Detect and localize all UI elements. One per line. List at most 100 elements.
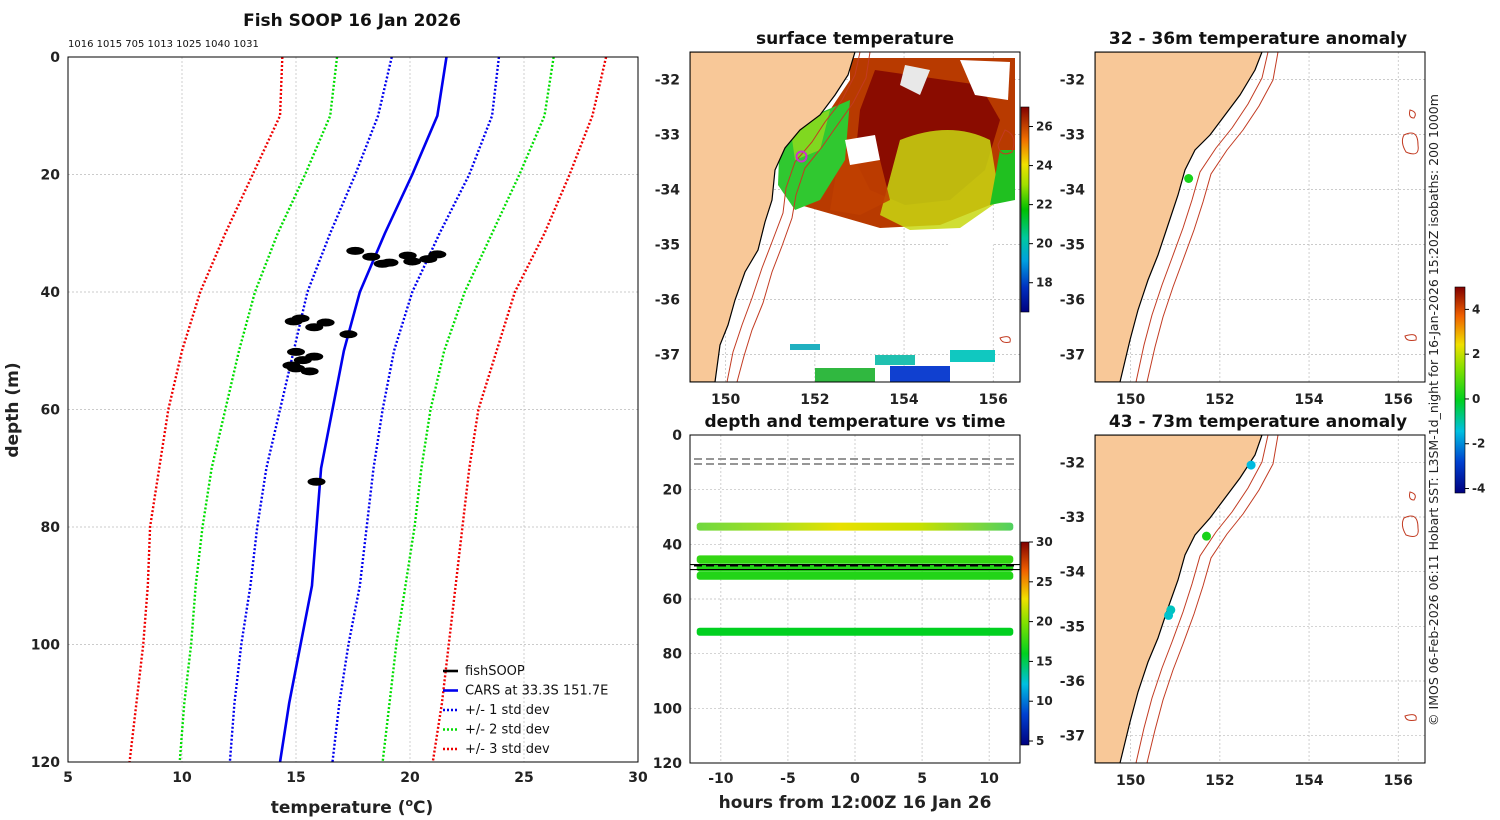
depth-band bbox=[696, 627, 1014, 636]
map-ytick: -36 bbox=[1060, 674, 1085, 690]
time-depth-bands bbox=[690, 458, 1020, 636]
anomaly-colorbar-ticks: -4 -2 0 2 4 bbox=[1465, 302, 1485, 496]
seamount bbox=[1409, 109, 1416, 119]
sst-map-title: surface temperature bbox=[756, 29, 954, 49]
seamount bbox=[1401, 515, 1419, 537]
legend-label: fishSOOP bbox=[465, 664, 525, 679]
colorbar-ticklabel: 20 bbox=[1036, 615, 1053, 629]
profile-xtick: 15 bbox=[286, 770, 305, 786]
sst-south-patch bbox=[950, 350, 995, 362]
profile-ytick: 20 bbox=[41, 168, 61, 184]
profile-xlabel: temperature (oC) bbox=[271, 796, 434, 818]
fishsoop-point bbox=[339, 330, 358, 339]
anomaly-map-lower: 43 - 73m temperature anomaly 150 152 154 15… bbox=[1060, 412, 1426, 789]
anomaly-lower-isobath-200 bbox=[1135, 435, 1269, 763]
sst-patch bbox=[830, 150, 890, 215]
colorbar-ticklabel: 15 bbox=[1036, 654, 1053, 668]
map-ytick: -36 bbox=[655, 293, 680, 309]
sst-south-patch bbox=[815, 368, 875, 382]
map-ytick: -36 bbox=[1060, 293, 1085, 309]
time-ytick: 120 bbox=[653, 756, 682, 772]
profile-xtick: 30 bbox=[628, 770, 648, 786]
depth-band bbox=[696, 571, 1014, 580]
fishsoop-point bbox=[373, 259, 392, 268]
sst-south-patch bbox=[875, 355, 915, 365]
fishsoop-point bbox=[284, 317, 303, 326]
profile-xtick: 25 bbox=[514, 770, 533, 786]
sst-east-cool bbox=[990, 150, 1015, 205]
map-xtick: 150 bbox=[711, 392, 740, 408]
sst-map-panel: surface temperature bbox=[655, 29, 1053, 408]
profile-title: Fish SOOP 16 Jan 2026 bbox=[243, 11, 461, 31]
sst-mid-region bbox=[880, 130, 1000, 230]
anomaly-upper-title: 32 - 36m temperature anomaly bbox=[1109, 29, 1407, 49]
anomaly-point bbox=[1184, 174, 1194, 183]
map-ytick: -33 bbox=[1060, 128, 1085, 144]
time-colorbar bbox=[1020, 541, 1030, 746]
profile-ticks: 5 10 15 20 25 30 0 20 40 60 80 100 120 bbox=[31, 50, 648, 786]
map-ytick: -34 bbox=[1060, 565, 1086, 581]
legend-label: +/- 1 std dev bbox=[465, 703, 550, 718]
fishsoop-point bbox=[403, 257, 422, 266]
map-ytick: -35 bbox=[1060, 619, 1085, 635]
time-panel: depth and temperature vs time -10 -5 0 5 100… bbox=[653, 412, 1053, 813]
seamount bbox=[1401, 132, 1419, 155]
legend-label: +/- 2 std dev bbox=[465, 723, 550, 738]
anomaly-point bbox=[1246, 460, 1256, 470]
profile-ytick: 80 bbox=[41, 520, 61, 536]
time-xtick: 5 bbox=[917, 771, 927, 787]
profile-xtick: 20 bbox=[400, 770, 420, 786]
fishsoop-point bbox=[316, 318, 335, 327]
sst-seamount bbox=[999, 336, 1011, 343]
time-colorbar-ticks: 5 10 15 20 25 30 bbox=[1029, 535, 1053, 748]
side-caption: © IMOS 06-Feb-2026 06:11 Hobart SST: L3S… bbox=[1426, 94, 1441, 726]
map-ytick: -33 bbox=[1060, 510, 1085, 526]
anomaly-point bbox=[1164, 610, 1174, 620]
sst-map-ticks: 150 152 154 156 -32 -33 -34 -35 -36 -37 bbox=[655, 73, 1008, 409]
anomaly-lower-land bbox=[1095, 435, 1263, 763]
legend-label: +/- 3 std dev bbox=[465, 742, 550, 757]
colorbar-ticklabel: 22 bbox=[1036, 198, 1053, 212]
time-ytick: 0 bbox=[672, 428, 682, 444]
seamount bbox=[1404, 334, 1417, 341]
time-xtick: 0 bbox=[850, 771, 860, 787]
colorbar-ticklabel: -4 bbox=[1472, 482, 1485, 496]
fishsoop-point bbox=[428, 250, 447, 259]
anomaly-upper-land bbox=[1095, 52, 1263, 382]
legend-label: CARS at 33.3S 151.7E bbox=[465, 684, 608, 699]
colorbar-ticklabel: 26 bbox=[1036, 120, 1053, 134]
fishsoop-point bbox=[300, 367, 319, 376]
time-title: depth and temperature vs time bbox=[705, 412, 1006, 432]
profile-panel: Fish SOOP 16 Jan 2026 1016 1015 705 1013… bbox=[3, 11, 648, 818]
anomaly-lower-ticks: 150 152 154 156 -32 -33 -34 -35 -36 -37 bbox=[1060, 455, 1413, 789]
profile-xtick: 10 bbox=[172, 770, 192, 786]
time-xlabel: hours from 12:00Z 16 Jan 26 bbox=[719, 793, 992, 813]
sst-isobath-1000 bbox=[736, 52, 871, 382]
time-xtick: -5 bbox=[780, 771, 796, 787]
profile-xtick: 5 bbox=[63, 770, 73, 786]
colorbar-ticklabel: -2 bbox=[1472, 437, 1485, 451]
map-ytick: -32 bbox=[1060, 455, 1085, 471]
profile-cars-mean-line bbox=[278, 56, 448, 763]
sst-cloud-gap bbox=[845, 135, 880, 165]
anomaly-lower-frame bbox=[1094, 434, 1426, 764]
anomaly-lower-title: 43 - 73m temperature anomaly bbox=[1109, 412, 1407, 432]
profile-ylabel: depth (m) bbox=[3, 362, 23, 457]
map-ytick: -32 bbox=[655, 73, 680, 89]
sst-cloud-gap bbox=[940, 230, 1000, 262]
map-xtick: 152 bbox=[1205, 773, 1234, 789]
map-ytick: -35 bbox=[655, 238, 680, 254]
sst-south-patch bbox=[890, 366, 950, 382]
sst-map-content bbox=[690, 52, 1020, 382]
profile-ytick: 0 bbox=[50, 50, 60, 66]
profile-std-upper-line bbox=[431, 56, 608, 763]
map-xtick: 150 bbox=[1116, 392, 1145, 408]
colorbar-ticklabel: 30 bbox=[1036, 535, 1053, 549]
profile-ytick: 60 bbox=[41, 403, 61, 419]
colorbar-ticklabel: 18 bbox=[1036, 276, 1053, 290]
map-ytick: -32 bbox=[1060, 73, 1085, 89]
time-xtick: -10 bbox=[708, 771, 734, 787]
profile-ytick: 40 bbox=[41, 285, 61, 301]
map-ytick: -34 bbox=[1060, 183, 1086, 199]
